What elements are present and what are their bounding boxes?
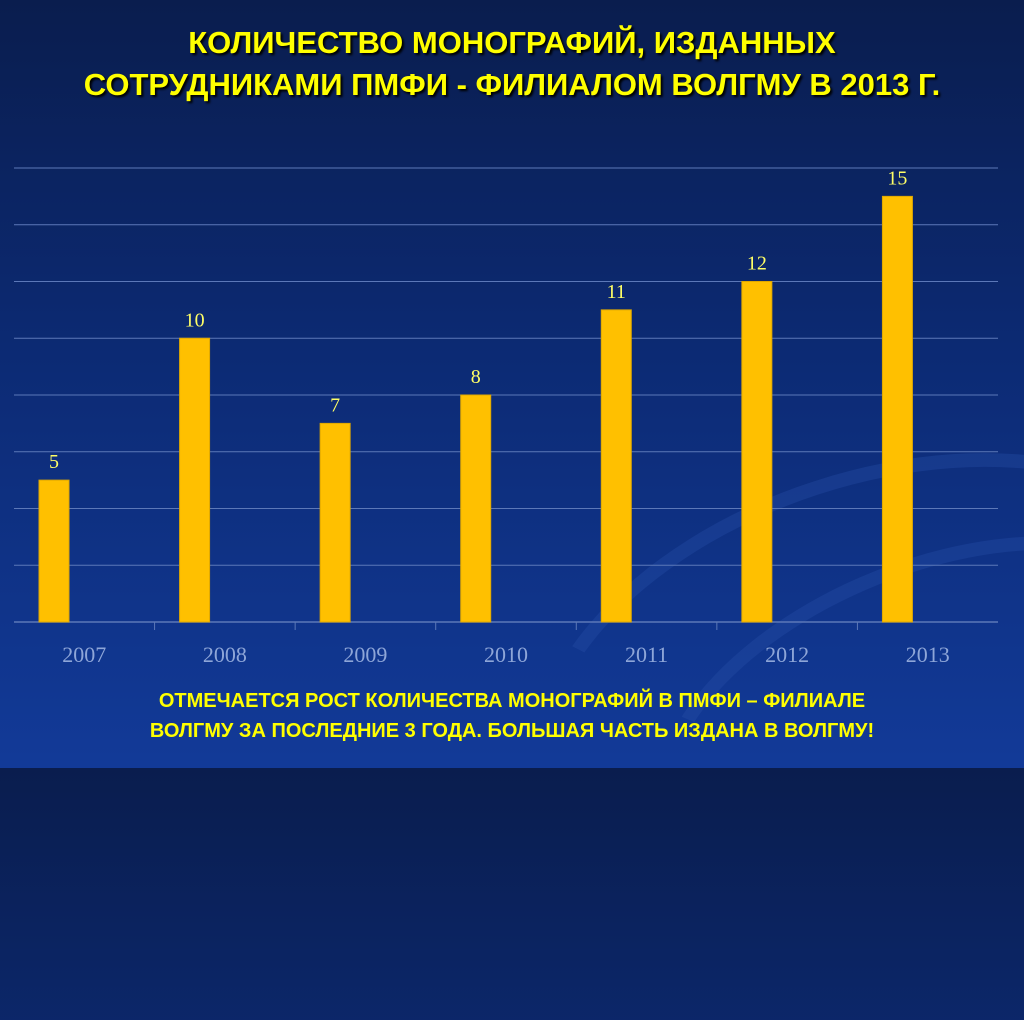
data-label: 12 bbox=[747, 253, 767, 275]
bar bbox=[741, 281, 773, 623]
data-label: 5 bbox=[49, 451, 59, 473]
bar bbox=[319, 422, 351, 623]
x-tick-label: 2011 bbox=[625, 642, 668, 667]
data-label: 7 bbox=[330, 394, 340, 416]
x-tick-label: 2010 bbox=[484, 642, 528, 667]
slide-footer-note: ОТМЕЧАЕТСЯ РОСТ КОЛИЧЕСТВА МОНОГРАФИЙ В … bbox=[0, 686, 1024, 746]
data-label: 8 bbox=[471, 366, 481, 388]
data-label: 15 bbox=[887, 167, 907, 189]
bar bbox=[179, 337, 211, 623]
title-line-1: КОЛИЧЕСТВО МОНОГРАФИЙ, ИЗДАННЫХ bbox=[188, 25, 836, 60]
x-tick-label: 2009 bbox=[343, 642, 387, 667]
bar bbox=[881, 195, 913, 623]
footer-line-2: ВОЛГМУ ЗА ПОСЛЕДНИЕ 3 ГОДА. БОЛЬШАЯ ЧАСТ… bbox=[149, 720, 875, 742]
title-line-2: СОТРУДНИКАМИ ПМФИ - ФИЛИАЛОМ ВОЛГМУ В 20… bbox=[83, 67, 941, 102]
bar bbox=[600, 309, 632, 623]
bar bbox=[38, 479, 70, 623]
data-label: 10 bbox=[185, 309, 205, 331]
bar-chart: 5 2007 10 2008 7 2009 8 2010 11 2011 12 2012 15 2013 bbox=[14, 167, 998, 667]
data-label: 11 bbox=[607, 281, 626, 303]
slide-title: КОЛИЧЕСТВО МОНОГРАФИЙ, ИЗДАННЫХ СОТРУДНИ… bbox=[0, 22, 1024, 106]
x-tick-label: 2013 bbox=[906, 642, 950, 667]
x-tick-label: 2007 bbox=[62, 642, 106, 667]
footer-line-1: ОТМЕЧАЕТСЯ РОСТ КОЛИЧЕСТВА МОНОГРАФИЙ В … bbox=[158, 690, 866, 712]
x-tick-label: 2008 bbox=[203, 642, 247, 667]
x-tick-label: 2012 bbox=[765, 642, 809, 667]
bar bbox=[460, 394, 492, 623]
